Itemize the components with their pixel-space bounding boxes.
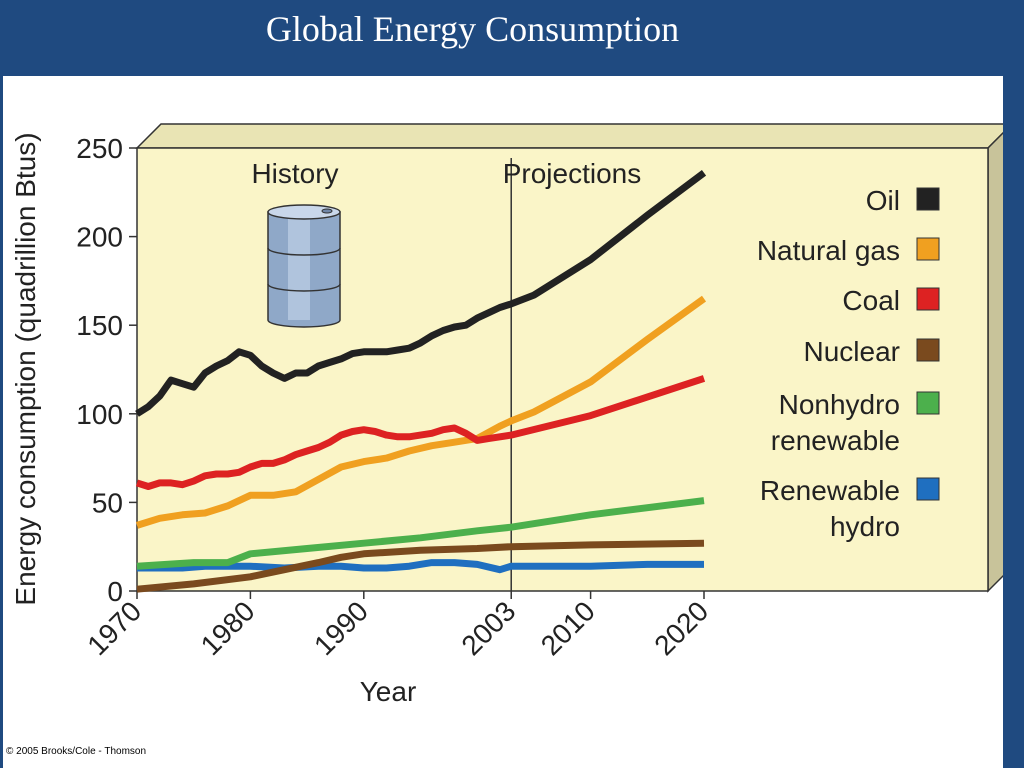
legend-label: hydro <box>830 511 900 542</box>
chart-panel-side <box>987 131 1003 593</box>
legend-label: Nonhydro <box>779 389 900 420</box>
x-tick-label: 1990 <box>308 595 374 661</box>
projections-label: Projections <box>503 158 642 189</box>
series-line-coal <box>135 375 706 490</box>
x-axis-label: Year <box>360 676 417 707</box>
y-tick-label: 0 <box>107 576 123 607</box>
x-tick-label: 1980 <box>195 595 261 661</box>
legend-swatch <box>916 477 940 501</box>
y-tick-label: 50 <box>92 487 123 518</box>
legend-label: Natural gas <box>757 235 900 266</box>
legend-swatch <box>916 187 940 211</box>
legend-swatch <box>916 338 940 362</box>
legend-swatch <box>916 287 940 311</box>
y-tick-label: 150 <box>76 310 123 341</box>
copyright-notice: © 2005 Brooks/Cole - Thomson <box>6 746 147 757</box>
y-axis-label: Energy consumption (quadrillion Btus) <box>10 132 41 605</box>
left-frame-bar <box>0 76 3 768</box>
legend-label: Oil <box>866 185 900 216</box>
series-line-oil <box>135 169 707 417</box>
chart-panel-top <box>135 123 1003 149</box>
legend-label: Coal <box>842 285 900 316</box>
series-line-natural-gas <box>135 295 707 529</box>
legend-swatch <box>916 237 940 261</box>
oil-barrel-icon <box>267 204 341 328</box>
legend-label: Nuclear <box>804 336 900 367</box>
y-tick-label: 200 <box>76 222 123 253</box>
slide-title: Global Energy Consumption <box>265 9 680 49</box>
y-tick-label: 100 <box>76 399 123 430</box>
legend-label: Renewable <box>760 475 900 506</box>
energy-consumption-chart: 0 50 100 150 200 250 1970 1980 1990 2003 2010 2020… <box>10 123 1003 707</box>
x-tick-label: 1970 <box>81 595 147 661</box>
series-line-renewable-hydro <box>137 559 704 574</box>
y-axis: 0 50 100 150 200 250 <box>76 133 137 607</box>
x-tick-label: 2003 <box>455 595 521 661</box>
x-tick-label: 2020 <box>648 595 714 661</box>
right-frame-bar <box>1003 76 1024 768</box>
x-axis: 1970 1980 1990 2003 2010 2020 <box>81 591 714 661</box>
x-tick-label: 2010 <box>535 595 601 661</box>
series-line-nonhydro-renewable <box>136 497 705 570</box>
series-lines <box>135 169 707 593</box>
legend-label: renewable <box>771 425 900 456</box>
history-label: History <box>251 158 338 189</box>
legend: Oil Natural gas Coal Nuclear Nonhydro renewab… <box>757 185 940 542</box>
series-line-nuclear <box>136 539 705 593</box>
slide-header: Global Energy Consumption <box>0 0 1024 76</box>
y-tick-label: 250 <box>76 133 123 164</box>
legend-swatch <box>916 391 940 415</box>
